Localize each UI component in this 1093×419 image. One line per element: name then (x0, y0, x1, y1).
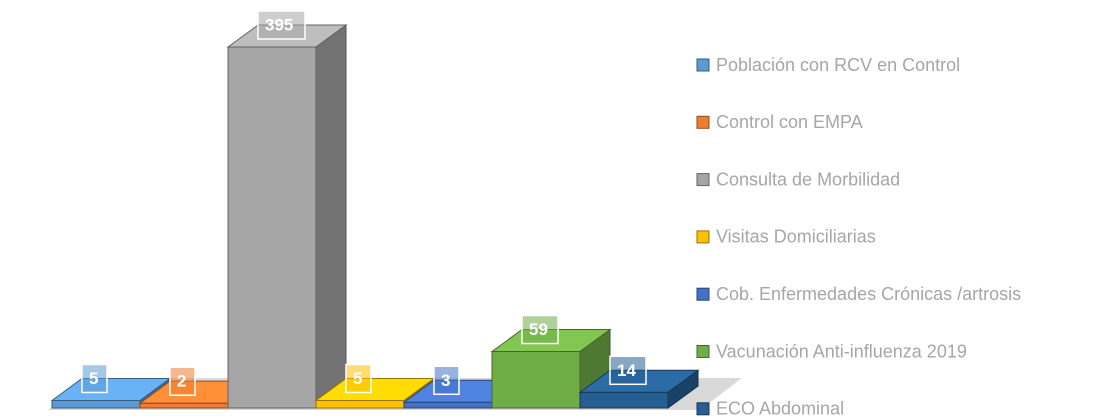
value-label-box (609, 355, 647, 386)
bar (403, 401, 493, 409)
bar (491, 351, 581, 409)
legend-text: Vacunación Anti-influenza 2019 (716, 341, 967, 361)
value-label-box (81, 363, 108, 394)
bar (227, 46, 317, 409)
legend-text: ECO Abdominal (716, 399, 844, 419)
value-label: 3 (441, 371, 450, 390)
value-label: 14 (617, 361, 636, 380)
value-label-box (521, 314, 559, 345)
bar (315, 399, 405, 409)
value-label: 5 (89, 369, 98, 388)
value-label-box (257, 10, 306, 40)
value-label-box (345, 363, 372, 394)
bar (579, 391, 669, 409)
bar (51, 399, 141, 409)
value-label-box (433, 365, 460, 396)
legend-swatch (696, 402, 710, 416)
legend-text: Consulta de Morbilidad (716, 169, 900, 189)
legend-swatch (696, 287, 710, 301)
legend-text: Visitas Domiciliarias (716, 227, 876, 247)
value-label: 59 (529, 320, 548, 339)
value-label: 5 (353, 369, 362, 388)
value-label-box (169, 366, 196, 396)
value-label: 395 (265, 15, 293, 34)
legend-swatch (696, 58, 710, 72)
legend-text: Población con RCV en Control (716, 55, 960, 75)
legend-swatch (696, 345, 710, 358)
value-label: 2 (177, 372, 186, 391)
bar (139, 402, 229, 409)
legend-swatch (696, 230, 710, 244)
legend-swatch (696, 115, 710, 129)
bar-side (315, 24, 347, 409)
legend-text: Cob. Enfermedades Crónicas /artrosis (716, 284, 1021, 304)
legend-swatch (696, 173, 710, 187)
legend-text: Control con EMPA (716, 112, 863, 132)
